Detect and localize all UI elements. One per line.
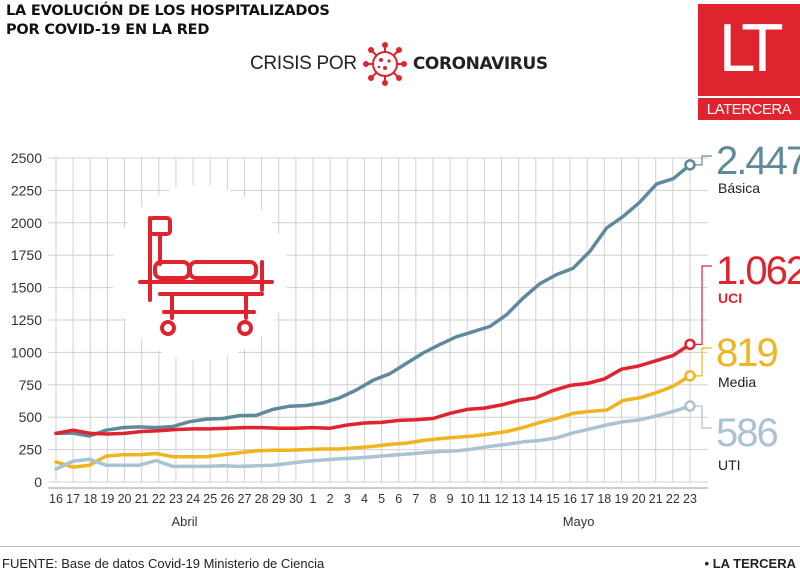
logo-wordmark: LATERCERA <box>698 98 800 120</box>
x-tick-label: 13 <box>512 492 526 506</box>
series-name-label-uci: UCI <box>718 290 742 306</box>
x-tick-label: 22 <box>152 492 166 506</box>
x-tick-label: 19 <box>100 492 114 506</box>
x-tick-label: 28 <box>255 492 269 506</box>
x-tick-label: 16 <box>49 492 63 506</box>
x-tick-label: 15 <box>546 492 560 506</box>
chart-title: LA EVOLUCIÓN DE LOS HOSPITALIZADOS POR C… <box>6 2 330 40</box>
y-tick-label: 750 <box>19 377 43 393</box>
x-tick-label: 26 <box>220 492 234 506</box>
y-tick-label: 1250 <box>11 312 42 328</box>
x-tick-label: 8 <box>429 492 436 506</box>
series-connector-media <box>695 347 712 377</box>
month-label: Abril <box>172 514 198 529</box>
x-tick-label: 14 <box>529 492 543 506</box>
x-tick-label: 23 <box>683 492 697 506</box>
y-tick-label: 250 <box>19 442 43 458</box>
grid <box>48 157 708 489</box>
x-tick-label: 10 <box>460 492 474 506</box>
x-tick-label: 29 <box>272 492 286 506</box>
x-tick-label: 21 <box>649 492 663 506</box>
x-tick-label: 20 <box>632 492 646 506</box>
x-tick-label: 1 <box>310 492 317 506</box>
series-end-marker-uti <box>684 400 696 412</box>
x-tick-label: 22 <box>666 492 680 506</box>
series-end-marker-basica <box>684 159 696 171</box>
x-tick-label: 5 <box>378 492 385 506</box>
y-tick-label: 2000 <box>11 215 42 231</box>
y-tick-label: 1500 <box>11 280 42 296</box>
x-tick-label: 6 <box>395 492 402 506</box>
x-tick-label: 2 <box>327 492 334 506</box>
x-tick-label: 21 <box>135 492 149 506</box>
x-tick-label: 16 <box>563 492 577 506</box>
y-axis: 0 250 500 750 1000 1250 1500 1750 2000 2250 2500 <box>11 150 42 490</box>
x-tick-label: 7 <box>412 492 419 506</box>
x-tick-label: 25 <box>203 492 217 506</box>
series-value-label-basica: 2.447 <box>716 139 800 183</box>
series-name-label-media: Media <box>718 374 756 390</box>
x-tick-label: 27 <box>238 492 252 506</box>
series-name-label-uti: UTI <box>718 457 741 473</box>
x-tick-label: 11 <box>478 492 491 506</box>
series-connector-uti <box>695 405 712 429</box>
logo-lt: LT <box>698 4 800 96</box>
source-note: FUENTE: Base de datos Covid-19 Ministeri… <box>2 556 325 571</box>
y-tick-label: 1750 <box>11 247 42 263</box>
series-name-label-basica: Básica <box>718 180 760 196</box>
series-line-uti <box>54 404 692 471</box>
crisis-word: CORONAVIRUS <box>412 54 548 74</box>
x-tick-label: 3 <box>344 492 351 506</box>
footer-divider <box>0 546 800 547</box>
wheel-left <box>160 320 176 336</box>
series-end-marker-media <box>684 370 696 382</box>
x-tick-label: 30 <box>289 492 303 506</box>
y-tick-label: 2250 <box>11 182 42 198</box>
wheel-right <box>237 320 253 336</box>
x-tick-label: 24 <box>186 492 200 506</box>
x-tick-label: 18 <box>83 492 97 506</box>
x-tick-label: 12 <box>495 492 509 506</box>
mattress <box>188 260 258 280</box>
series-line-media <box>54 374 692 469</box>
x-tick-label: 18 <box>597 492 611 506</box>
x-axis: 16 17 18 19 20 21 22 23 24 25 26 27 28 29 30 1 2 3 4 5 6 7 8 9 1… <box>49 492 697 529</box>
month-label: Mayo <box>563 514 595 529</box>
series-connector-basica <box>695 155 712 166</box>
series-line-uci <box>54 342 692 436</box>
series-end-marker-uci <box>684 338 696 351</box>
x-tick-label: 19 <box>615 492 629 506</box>
x-tick-label: 23 <box>169 492 183 506</box>
bed-drawing <box>138 216 274 336</box>
credit-note: • LA TERCERA <box>704 556 796 571</box>
x-tick-label: 4 <box>361 492 368 506</box>
crisis-banner: CRISIS POR CORONAVIRUS <box>250 42 548 86</box>
title-line-1: LA EVOLUCIÓN DE LOS HOSPITALIZADOS <box>6 3 330 19</box>
crisis-prefix: CRISIS POR <box>250 53 357 74</box>
y-tick-label: 500 <box>19 409 43 425</box>
line-chart: 0250500750100012501500175020002250250016… <box>11 139 800 529</box>
series-value-label-uci: 1.062 <box>716 249 800 293</box>
title-line-2: POR COVID-19 EN LA RED <box>6 22 210 38</box>
series-connector-uci <box>695 265 712 345</box>
x-tick-label: 17 <box>580 492 594 506</box>
series-value-label-uti: 586 <box>716 411 777 455</box>
y-tick-label: 2500 <box>11 150 42 166</box>
x-tick-label: 9 <box>447 492 454 506</box>
y-tick-label: 0 <box>34 474 42 490</box>
series-value-label-media: 819 <box>716 331 777 375</box>
x-tick-label: 17 <box>66 492 80 506</box>
coronavirus-icon <box>362 42 407 86</box>
x-tick-label: 20 <box>118 492 132 506</box>
series-line-basica <box>54 163 692 438</box>
hospital-bed-icon <box>112 185 288 361</box>
y-tick-label: 1000 <box>11 344 42 360</box>
